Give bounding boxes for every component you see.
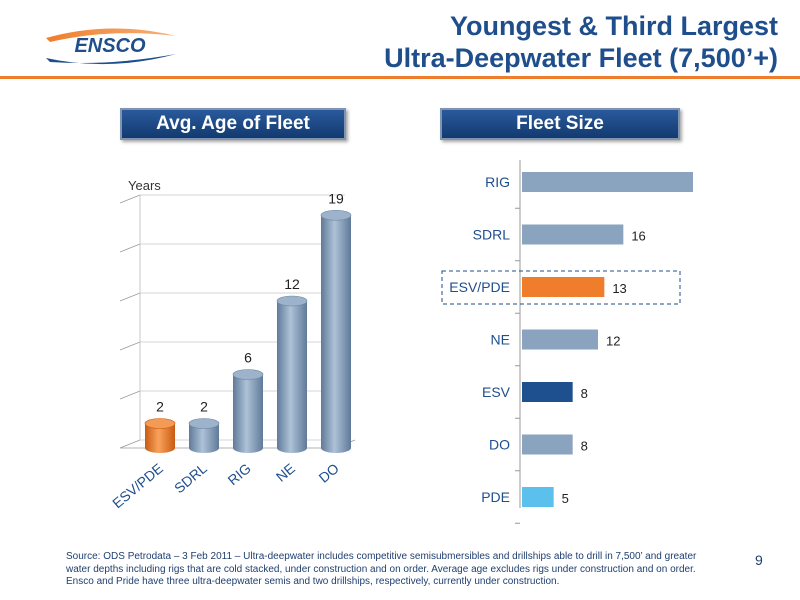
bar-pde: [522, 487, 554, 507]
fleet-size-header: Fleet Size: [440, 108, 680, 140]
bar-ne: [276, 295, 308, 453]
title-line-1: Youngest & Third Largest: [449, 11, 778, 41]
x-tick-label: DO: [316, 460, 342, 486]
data-label: 13: [612, 281, 626, 296]
x-tick-label: NE: [273, 460, 298, 485]
x-tick-label: ESV/PDE: [109, 460, 166, 511]
x-tick-label: SDRL: [171, 460, 210, 496]
data-label: 6: [244, 350, 252, 366]
bar-ne: [522, 329, 598, 350]
page-title: Youngest & Third Largest Ultra-Deepwater…: [384, 10, 778, 74]
data-label: 5: [562, 491, 569, 506]
source-footnote: Source: ODS Petrodata – 3 Feb 2011 – Ult…: [66, 551, 697, 587]
data-label: 12: [606, 334, 620, 349]
bar-esv-pde: [522, 277, 605, 297]
bar-do: [522, 434, 573, 455]
bar-esv-pde: [144, 418, 176, 453]
ensco-logo: ENSCO: [46, 28, 176, 65]
y-tick-label: SDRL: [473, 227, 511, 243]
gridline: [119, 439, 141, 449]
bar-sdrl: [522, 224, 624, 245]
data-label: 12: [284, 276, 300, 292]
title-line-2: Ultra-Deepwater Fleet (7,500’+): [384, 43, 778, 73]
avg-age-header: Avg. Age of Fleet: [120, 108, 346, 140]
bar-rig: [232, 369, 264, 453]
gridline: [119, 341, 141, 351]
bar-do: [320, 209, 352, 453]
data-label: 2: [156, 399, 164, 415]
gridline: [119, 292, 141, 302]
title-rule: [0, 76, 800, 79]
gridline: [119, 243, 141, 253]
data-label: 16: [631, 229, 645, 244]
data-label: 8: [581, 386, 588, 401]
data-label: 19: [328, 190, 344, 206]
y-tick-label: NE: [491, 332, 510, 348]
gridline: [119, 194, 141, 204]
y-axis-label: Years: [128, 178, 161, 193]
bar-rig: [522, 172, 693, 192]
bar-sdrl: [188, 418, 220, 453]
logo-text: ENSCO: [74, 35, 146, 57]
x-tick-label: RIG: [225, 460, 254, 488]
page-number: 9: [755, 552, 763, 568]
gridline: [119, 390, 141, 400]
highlight-box: [441, 270, 681, 305]
y-tick-label: ESV/PDE: [449, 279, 510, 295]
bar-esv: [522, 382, 573, 402]
data-label: 2: [200, 399, 208, 415]
y-tick-label: DO: [489, 437, 510, 453]
y-tick-label: RIG: [485, 174, 510, 190]
y-tick-label: ESV: [482, 384, 511, 400]
avg-age-chart: Years 2 ESV/PDE 2 SDRL 6 RIG 12 NE 19 DO: [109, 178, 356, 511]
data-label: 8: [581, 439, 588, 454]
y-tick-label: PDE: [481, 489, 510, 505]
